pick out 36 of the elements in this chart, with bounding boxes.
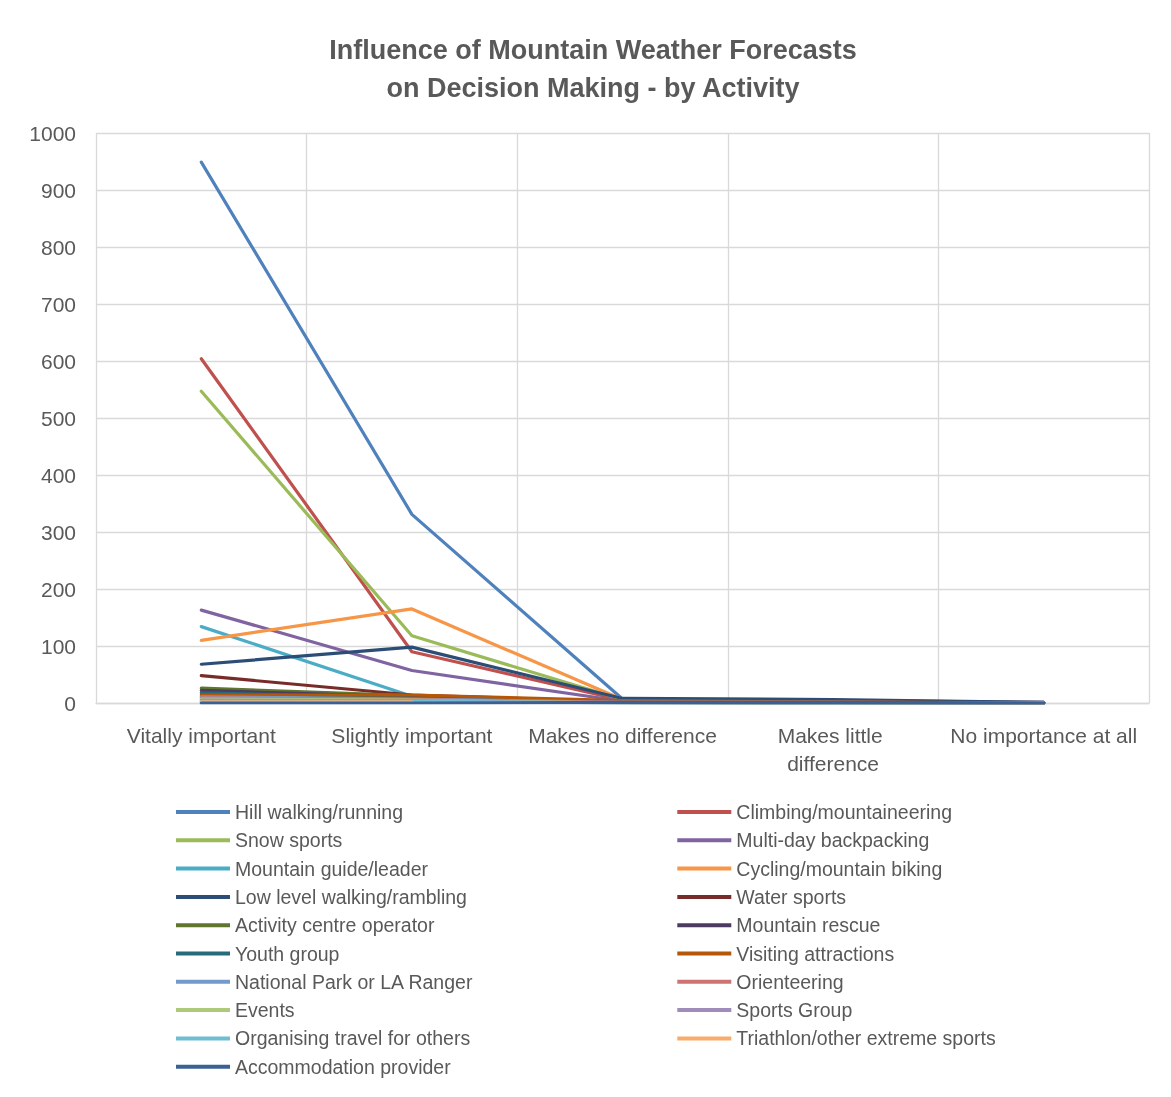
legend-label: Orienteering [736, 970, 844, 993]
y-tick-label: 700 [40, 292, 76, 316]
y-tick-label: 100 [40, 634, 76, 658]
legend-label: Organising travel for others [235, 1027, 471, 1050]
legend-label: Mountain guide/leader [235, 857, 429, 880]
legend-label: Water sports [736, 885, 847, 908]
legend-label: Climbing/mountaineering [736, 801, 952, 823]
legend-label: Events [235, 999, 295, 1022]
legend-label: Youth group [235, 942, 340, 965]
legend-label: Multi-day backpacking [736, 829, 930, 852]
x-tick-label: No importance at all [950, 723, 1138, 747]
legend-label: Triathlon/other extreme sports [736, 1027, 996, 1050]
y-tick-label: 0 [64, 691, 76, 715]
legend-label: Sports Group [736, 999, 853, 1022]
legend-label: Accommodation provider [235, 1055, 452, 1078]
x-tick-label: Slightly important [331, 723, 493, 747]
legend-label: Activity centre operator [235, 914, 435, 937]
x-tick-label: Vitally important [126, 723, 276, 747]
x-tick-label: Makes little difference [777, 723, 889, 775]
legend-label: Cycling/mountain biking [736, 857, 943, 880]
y-tick-label: 200 [40, 577, 76, 601]
y-tick-label: 600 [40, 349, 76, 373]
y-tick-label: 300 [40, 520, 76, 544]
y-tick-label: 900 [40, 178, 76, 202]
legend-label: Visiting attractions [736, 942, 895, 965]
chart-title: Influence of Mountain Weather Forecasts on Decision Making - by Activity [328, 34, 858, 105]
legend-label: National Park or LA Ranger [235, 970, 473, 993]
legend-label: Mountain rescue [736, 914, 881, 937]
x-tick-label: Makes no difference [528, 723, 717, 747]
y-tick-label: 1000 [29, 121, 76, 145]
legend-label: Hill walking/running [235, 801, 403, 823]
y-tick-label: 500 [40, 406, 76, 430]
legend-label: Snow sports [235, 829, 343, 852]
y-tick-label: 400 [40, 463, 76, 487]
y-tick-label: 800 [40, 235, 76, 259]
legend-label: Low level walking/rambling [235, 885, 467, 908]
